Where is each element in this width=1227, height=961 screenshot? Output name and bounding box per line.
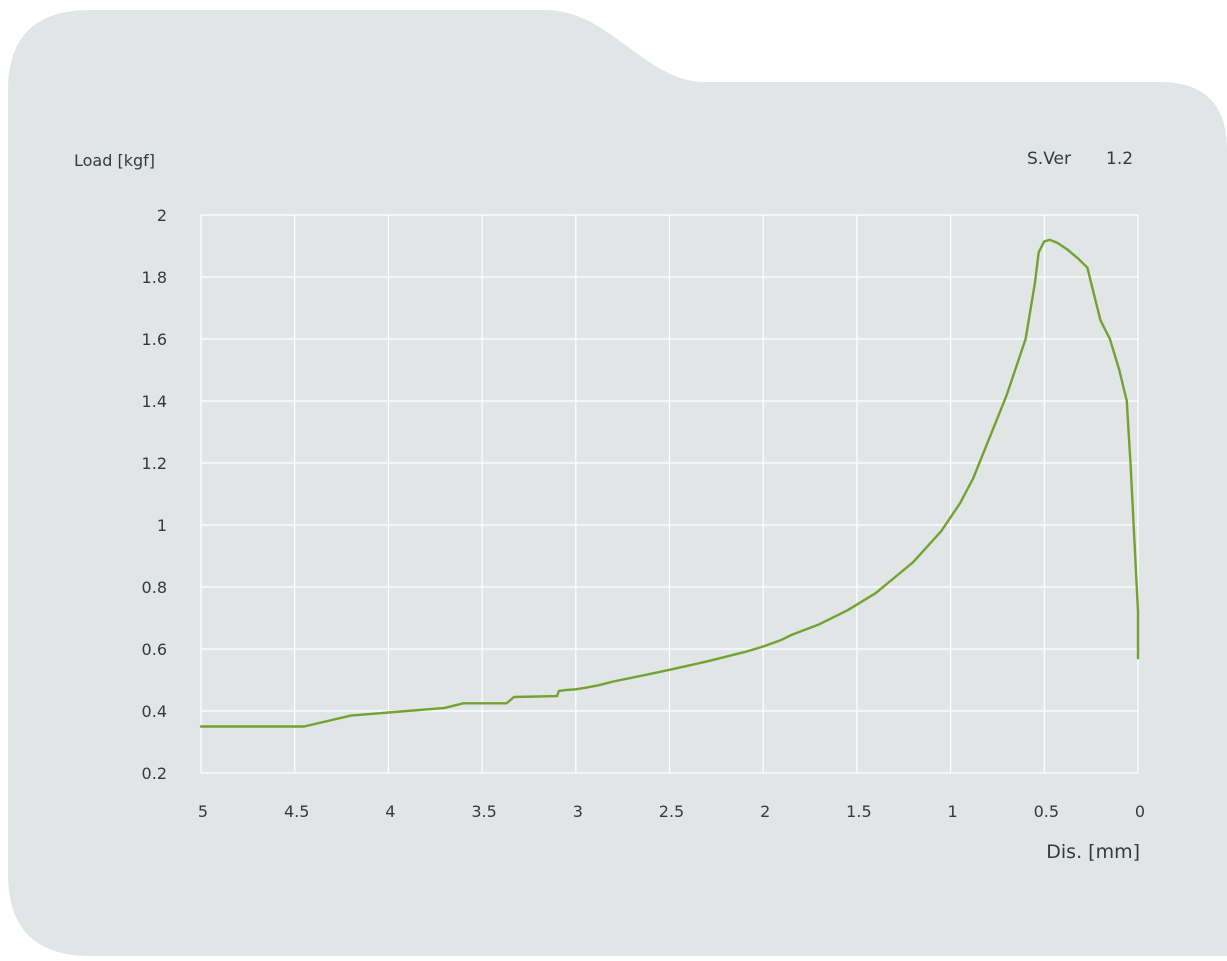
horizontal-grid [201, 214, 1138, 774]
x-tick-label: 2.5 [659, 802, 684, 821]
software-version-label: S.Ver [1027, 149, 1071, 169]
vertical-grid [200, 215, 1139, 773]
load-curve [199, 238, 1140, 728]
y-tick-label: 0.6 [142, 640, 167, 659]
y-tick-label: 0.4 [142, 702, 167, 721]
x-tick-label: 4.5 [284, 802, 309, 821]
x-tick-label: 1 [948, 802, 958, 821]
x-tick-label: 0 [1135, 802, 1145, 821]
y-tick-label: 1.8 [142, 268, 167, 287]
y-tick-label: 1.6 [142, 330, 167, 349]
x-tick-label: 1.5 [846, 802, 871, 821]
x-tick-label: 5 [198, 802, 208, 821]
chart-panel [8, 10, 1227, 956]
x-tick-label: 4 [385, 802, 395, 821]
y-tick-label: 0.2 [142, 764, 167, 783]
x-tick-label: 3 [573, 802, 583, 821]
y-tick-label: 1.4 [142, 392, 167, 411]
x-tick-label: 3.5 [471, 802, 496, 821]
x-axis-ticks: 5 4.5 4 3.5 3 2.5 2 1.5 1 0.5 0 [198, 802, 1145, 821]
y-tick-label: 2 [157, 206, 167, 225]
y-axis-title: Load [kgf] [74, 151, 155, 170]
software-version-value: 1.2 [1106, 149, 1133, 169]
y-axis-ticks: 0.2 0.4 0.6 0.8 1 1.2 1.4 1.6 1.8 2 [142, 206, 167, 783]
y-tick-label: 1.2 [142, 454, 167, 473]
y-tick-label: 0.8 [142, 578, 167, 597]
x-tick-label: 0.5 [1034, 802, 1059, 821]
y-tick-label: 1 [157, 516, 167, 535]
x-tick-label: 2 [760, 802, 770, 821]
x-axis-title: Dis. [mm] [1046, 841, 1140, 863]
